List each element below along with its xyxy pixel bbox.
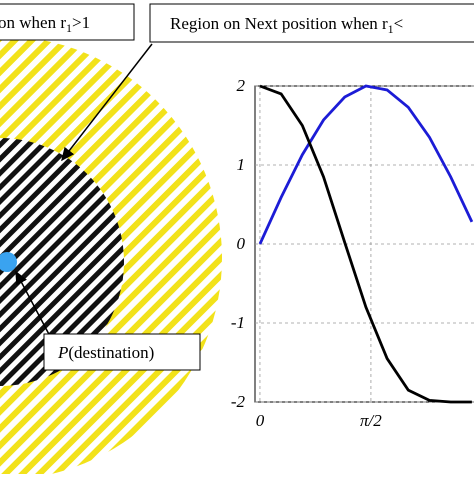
label-text: on when r1>1 bbox=[0, 13, 90, 35]
label-box bbox=[0, 3, 135, 41]
arrow bbox=[61, 43, 153, 162]
inner-region bbox=[0, 138, 124, 386]
label-box bbox=[43, 333, 201, 371]
y-tick-label: 2 bbox=[237, 76, 246, 95]
series-line bbox=[258, 84, 474, 245]
series-line bbox=[259, 84, 472, 404]
label-text: P(destination) bbox=[57, 343, 154, 362]
x-tick-label: π/2 bbox=[360, 411, 382, 430]
y-tick-label: -2 bbox=[231, 392, 246, 411]
x-tick-label: 0 bbox=[256, 411, 265, 430]
y-tick-label: -1 bbox=[231, 313, 245, 332]
destination-point bbox=[0, 252, 17, 272]
label-box bbox=[149, 3, 474, 43]
plot: -2 -1 0 1 2 0 π/2 bbox=[231, 76, 474, 430]
y-tick-label: 0 bbox=[237, 234, 246, 253]
y-tick-label: 1 bbox=[237, 155, 246, 174]
arrow bbox=[15, 270, 53, 341]
label-text: Region on Next position when r1< bbox=[170, 14, 403, 36]
